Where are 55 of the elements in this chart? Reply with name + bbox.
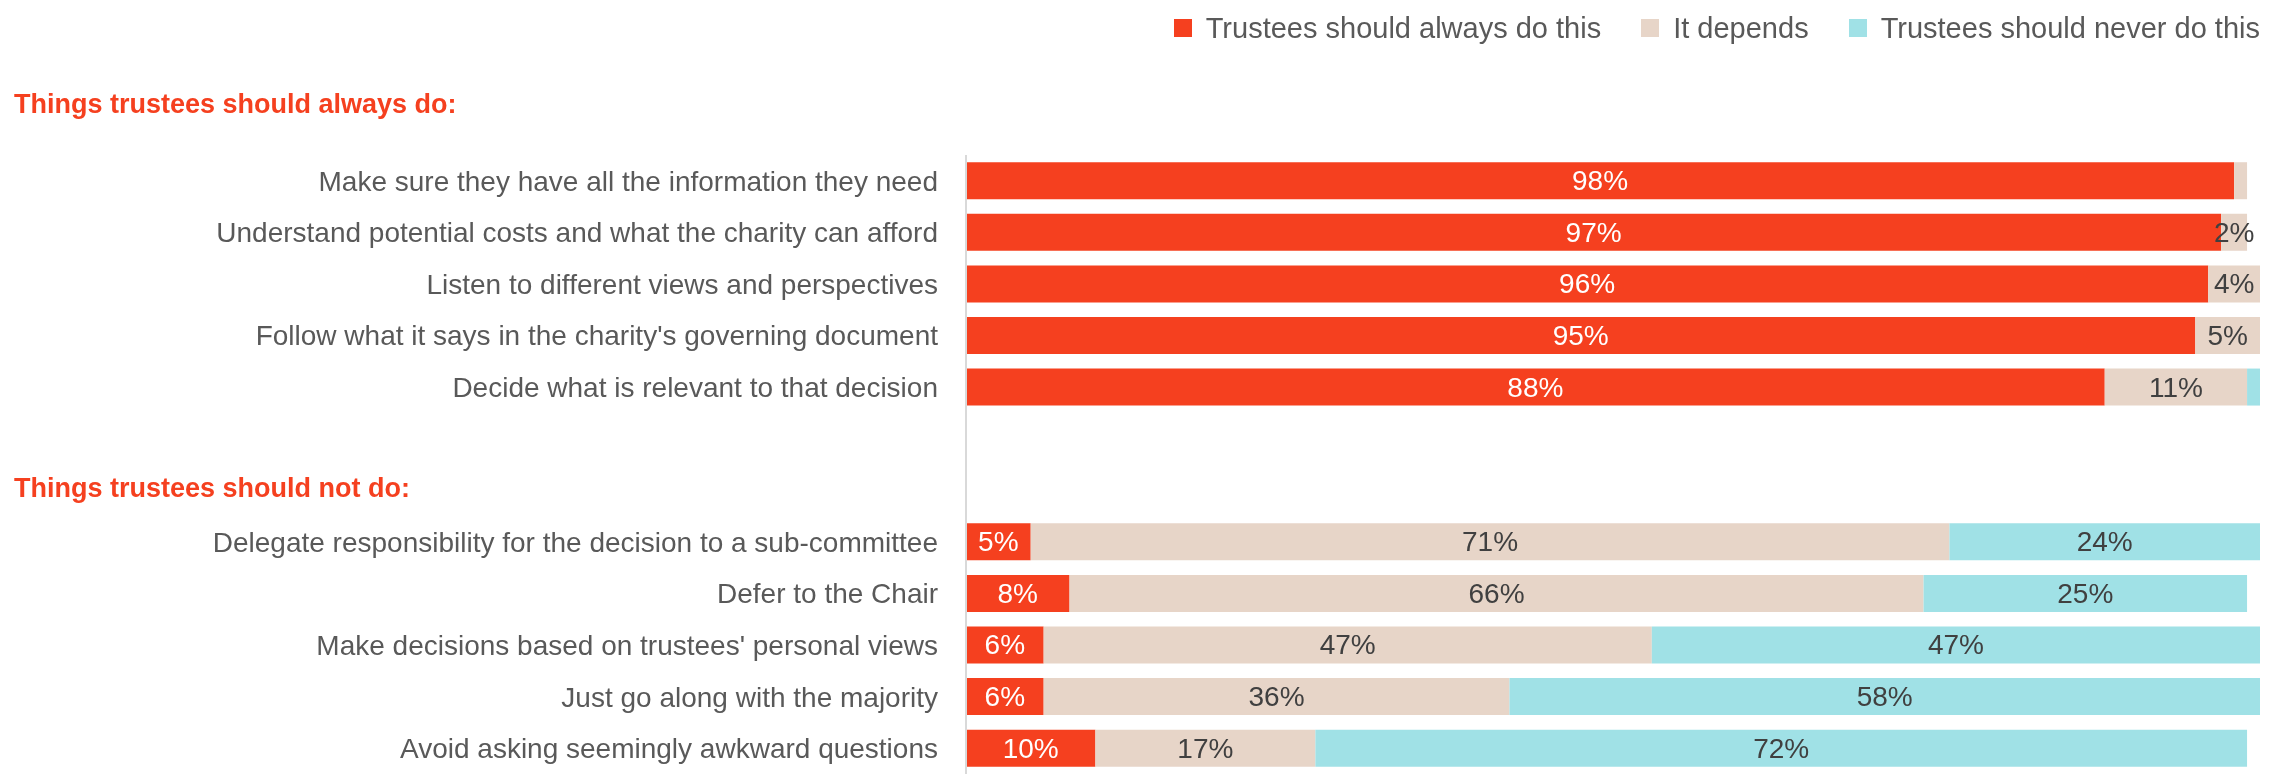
data-label: 72% [1753, 732, 1810, 764]
data-label: 11% [2148, 371, 2203, 403]
bar [2104, 368, 2248, 406]
data-label: 66% [1468, 577, 1525, 609]
data-label: 4% [2213, 268, 2255, 300]
bar [1069, 574, 1924, 612]
group-heading: Things trustees should not do: [14, 472, 410, 506]
bar [1030, 523, 1950, 561]
data-label: 25% [2057, 577, 2114, 609]
data-label: 47% [1927, 629, 1984, 661]
data-label: 97% [1565, 216, 1622, 248]
bar [1509, 678, 2260, 716]
y-tick-label: Just go along with the majority [561, 681, 938, 713]
bar [2234, 162, 2248, 200]
bar [966, 368, 2105, 406]
data-label: 5% [978, 526, 1019, 558]
bar [1651, 626, 2260, 664]
bar [1043, 626, 1652, 664]
bar [1315, 729, 2248, 767]
y-tick-label: Make sure they have all the information they need [318, 165, 938, 197]
data-label: 5% [2207, 319, 2248, 351]
bar [966, 316, 2196, 354]
y-tick-label: Listen to different views and perspectives [426, 268, 938, 300]
y-tick-label: Understand potential costs and what the charity can afford [216, 217, 938, 249]
y-tick-label: Decide what is relevant to that decision [452, 372, 938, 404]
data-label: 6% [984, 681, 1026, 713]
bar [966, 265, 2209, 303]
data-label: 58% [1856, 681, 1913, 713]
legend-label: Trustees should always do this [1205, 11, 1602, 46]
data-label: 10% [1002, 732, 1059, 764]
data-label: 17% [1177, 732, 1234, 764]
bar [1043, 678, 1510, 716]
data-label: 71% [1462, 526, 1519, 558]
y-tick-label: Defer to the Chair [717, 578, 938, 610]
bar [1923, 574, 2248, 612]
data-label: 8% [997, 577, 1038, 609]
bar [1095, 729, 1316, 767]
data-label: 6% [984, 629, 1026, 661]
bar [966, 162, 2235, 200]
y-tick-label: Delegate responsibility for the decision to a sub-committee [212, 526, 938, 558]
legend-label: It depends [1673, 11, 1809, 46]
data-label: 47% [1319, 629, 1376, 661]
bar [1949, 523, 2260, 561]
data-label: 88% [1507, 371, 1564, 403]
y-tick-label: Make decisions based on trustees' personal views [316, 629, 938, 661]
data-label: 98% [1572, 165, 1629, 197]
data-label: 96% [1559, 268, 1616, 300]
y-tick-label: Follow what it says in the charity's governing document [255, 320, 939, 352]
data-label: 24% [2076, 526, 2133, 558]
data-label: 95% [1552, 319, 1609, 351]
group-heading: Things trustees should always do: [14, 88, 457, 121]
y-tick-label: Avoid asking seemingly awkward questions [400, 733, 938, 765]
legend-label: Trustees should never do this [1880, 11, 2260, 46]
bar [2247, 368, 2260, 406]
data-label: 36% [1248, 681, 1305, 713]
